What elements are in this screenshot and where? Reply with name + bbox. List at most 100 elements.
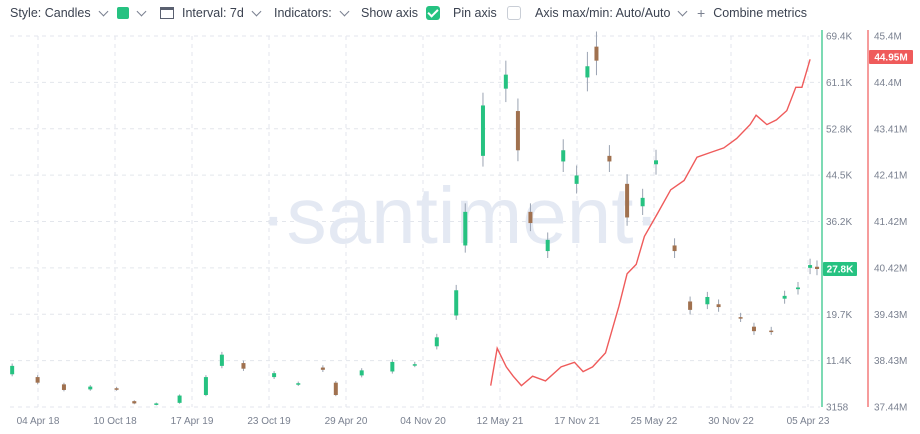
candle-body [515, 111, 520, 151]
interval-label: Interval: 7d [182, 6, 244, 20]
x-tick-label: 12 May 21 [477, 416, 524, 427]
candle-body [528, 211, 533, 224]
candle-body [333, 382, 338, 396]
candle-body [132, 401, 137, 404]
candle-body [716, 304, 721, 308]
x-tick-label: 30 Nov 22 [708, 416, 754, 427]
candle [241, 360, 246, 371]
candle [333, 381, 338, 397]
right-tick-label: 38.43M [874, 356, 907, 367]
candle-body [688, 301, 693, 310]
candle [359, 368, 364, 378]
candle [219, 351, 224, 369]
candle [114, 386, 119, 391]
candle [654, 149, 659, 175]
candle [203, 375, 208, 397]
combine-metrics-button[interactable]: + Combine metrics [697, 0, 807, 26]
left-current-badge: 27.8K [823, 261, 857, 276]
candle-body [61, 384, 66, 390]
pin-axis-checkbox[interactable] [506, 6, 521, 20]
show-axis-toggle[interactable]: Show axis [361, 0, 440, 26]
candle [716, 299, 721, 312]
candle-body [607, 155, 612, 162]
right-current-badge: 44.95M [869, 49, 913, 64]
candle [585, 51, 590, 92]
color-dropdown[interactable] [117, 0, 147, 26]
candle-body [359, 370, 364, 376]
candle [463, 203, 468, 253]
candle-body [412, 364, 417, 366]
candle-body [219, 354, 224, 366]
left-tick-label: 44.5K [826, 171, 852, 182]
left-tick-label: 69.4K [826, 32, 852, 43]
chart-grid [10, 35, 820, 408]
candle-body [808, 265, 813, 268]
right-current-badge-bg [869, 49, 913, 64]
x-tick-label: 29 Apr 20 [325, 416, 368, 427]
x-tick-label: 04 Apr 18 [17, 416, 60, 427]
show-axis-label: Show axis [361, 6, 418, 20]
candle-body [705, 296, 710, 305]
candle-body [585, 66, 590, 78]
candle-body [390, 361, 395, 372]
candle-body [654, 160, 659, 165]
style-label: Style: Candles [10, 6, 91, 20]
axis-maxmin-dropdown[interactable]: Axis max/min: Auto/Auto [535, 0, 688, 26]
candle-body [296, 383, 301, 385]
candle-body [463, 211, 468, 246]
candle-body [10, 365, 15, 375]
right-tick-label: 39.43M [874, 310, 907, 321]
candle [88, 385, 93, 391]
axis-maxmin-label: Axis max/min: Auto/Auto [535, 6, 671, 20]
candle [390, 359, 395, 374]
candle [672, 238, 677, 259]
candle [515, 98, 520, 162]
left-tick-label: 3158 [826, 403, 849, 414]
show-axis-checkbox[interactable] [425, 6, 440, 20]
candle [454, 284, 459, 320]
x-tick-label: 10 Oct 18 [93, 416, 137, 427]
indicators-dropdown[interactable]: Indicators: [274, 0, 350, 26]
candle-body [738, 317, 743, 319]
candle-body [640, 197, 645, 207]
candle-body [503, 74, 508, 89]
candle [640, 188, 645, 215]
right-tick-label: 44.4M [874, 78, 902, 89]
plus-icon: + [697, 5, 706, 21]
interval-dropdown[interactable]: Interval: 7d [160, 0, 262, 26]
candle [561, 139, 566, 172]
right-tick-label: 45.4M [874, 32, 902, 43]
candle [782, 290, 787, 304]
candle-body [114, 388, 119, 390]
left-tick-label: 36.2K [826, 217, 852, 228]
candle [10, 363, 15, 377]
right-tick-label: 40.42M [874, 263, 907, 274]
candle [528, 203, 533, 232]
style-dropdown[interactable]: Style: Candles [10, 0, 109, 26]
candle-body [769, 330, 774, 333]
candle-body [545, 239, 550, 252]
pin-axis-toggle[interactable]: Pin axis [453, 0, 521, 26]
candle [434, 333, 439, 350]
x-tick-label: 17 Apr 19 [171, 416, 214, 427]
color-swatch [117, 7, 129, 19]
candle [574, 165, 579, 194]
candle-body [672, 245, 677, 252]
candle-body [480, 105, 485, 156]
candle-body [625, 183, 630, 218]
candle [814, 260, 819, 276]
candle-body [177, 395, 182, 403]
candle [35, 375, 40, 385]
left-tick-label: 19.7K [826, 310, 852, 321]
indicators-label: Indicators: [274, 6, 332, 20]
combine-metrics-label: Combine metrics [713, 6, 807, 20]
right-tick-label: 43.41M [874, 124, 907, 135]
candle [688, 296, 693, 315]
candle-body [241, 363, 246, 369]
candle [705, 291, 710, 310]
candle [177, 394, 182, 404]
left-tick-label: 61.1K [826, 78, 852, 89]
x-tick-label: 17 Nov 21 [554, 416, 600, 427]
x-tick-label: 05 Apr 23 [787, 416, 830, 427]
